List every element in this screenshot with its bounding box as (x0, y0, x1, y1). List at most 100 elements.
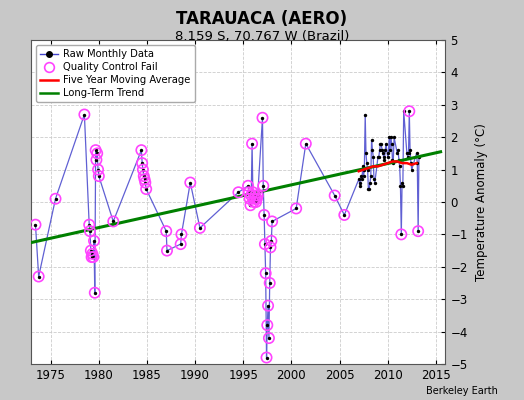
Point (249, 199, 258, 205)
Point (340, 212, 348, 218)
Point (88, 254, 96, 260)
Point (142, 186, 150, 192)
Point (252, 199, 260, 205)
Point (249, 199, 258, 205)
Point (51, 196, 60, 202)
Point (264, 302, 272, 309)
Text: TARAUACA (AERO): TARAUACA (AERO) (177, 10, 347, 28)
Point (384, 154, 392, 160)
Point (250, 196, 259, 202)
Point (196, 225, 204, 231)
Text: 8.159 S, 70.767 W (Brazil): 8.159 S, 70.767 W (Brazil) (175, 30, 349, 43)
Point (393, 150, 401, 156)
Point (85, 222, 93, 228)
Point (51, 196, 60, 202)
Point (365, 186, 373, 192)
Point (251, 192, 259, 199)
Point (331, 192, 339, 199)
Point (138, 160, 146, 166)
Point (234, 189, 243, 196)
Point (139, 166, 147, 173)
Point (406, 147, 414, 153)
Point (31, 222, 40, 228)
Point (137, 147, 146, 153)
Point (91, 290, 99, 296)
Point (162, 228, 170, 234)
Point (396, 163, 404, 170)
Point (186, 179, 194, 186)
Point (369, 154, 377, 160)
Point (368, 147, 377, 153)
Point (91, 290, 99, 296)
Point (94, 166, 102, 173)
Point (375, 154, 383, 160)
Point (376, 140, 385, 147)
Point (395, 157, 403, 163)
Point (137, 147, 146, 153)
Point (390, 134, 398, 140)
Point (92, 157, 101, 163)
Point (381, 147, 389, 153)
Point (403, 154, 412, 160)
Point (138, 160, 146, 166)
Point (394, 147, 402, 153)
Point (86, 247, 95, 254)
Point (382, 140, 390, 147)
Point (265, 335, 273, 341)
Point (360, 166, 368, 173)
Point (80, 111, 89, 118)
Point (109, 218, 117, 225)
Point (186, 179, 194, 186)
Point (363, 160, 371, 166)
Point (263, 322, 271, 328)
Point (399, 182, 407, 189)
Point (399, 108, 408, 114)
Point (385, 134, 394, 140)
Point (268, 218, 276, 225)
Point (414, 228, 422, 234)
Point (367, 137, 376, 144)
Point (247, 192, 255, 199)
Point (367, 173, 375, 179)
Point (253, 196, 261, 202)
Point (265, 335, 273, 341)
Point (249, 189, 257, 196)
Point (80, 111, 89, 118)
Point (267, 238, 276, 244)
Point (387, 134, 395, 140)
Point (94, 166, 102, 173)
Point (163, 247, 171, 254)
Point (234, 189, 243, 196)
Point (254, 192, 262, 199)
Point (405, 108, 413, 114)
Point (140, 176, 149, 182)
Point (376, 147, 384, 153)
Point (258, 114, 267, 121)
Point (259, 182, 267, 189)
Point (261, 241, 269, 247)
Y-axis label: Temperature Anomaly (°C): Temperature Anomaly (°C) (475, 123, 487, 281)
Point (266, 244, 275, 250)
Point (196, 225, 204, 231)
Point (266, 244, 275, 250)
Point (253, 196, 261, 202)
Point (88, 251, 96, 257)
Point (263, 354, 271, 361)
Point (398, 179, 406, 186)
Point (254, 192, 262, 199)
Point (384, 150, 392, 156)
Point (359, 173, 368, 179)
Point (162, 228, 170, 234)
Point (109, 218, 117, 225)
Point (251, 192, 259, 199)
Point (302, 140, 310, 147)
Point (259, 182, 267, 189)
Point (362, 150, 370, 156)
Point (140, 176, 149, 182)
Point (139, 173, 148, 179)
Point (177, 231, 185, 238)
Point (95, 173, 103, 179)
Point (340, 212, 348, 218)
Point (364, 186, 373, 192)
Point (88, 254, 96, 260)
